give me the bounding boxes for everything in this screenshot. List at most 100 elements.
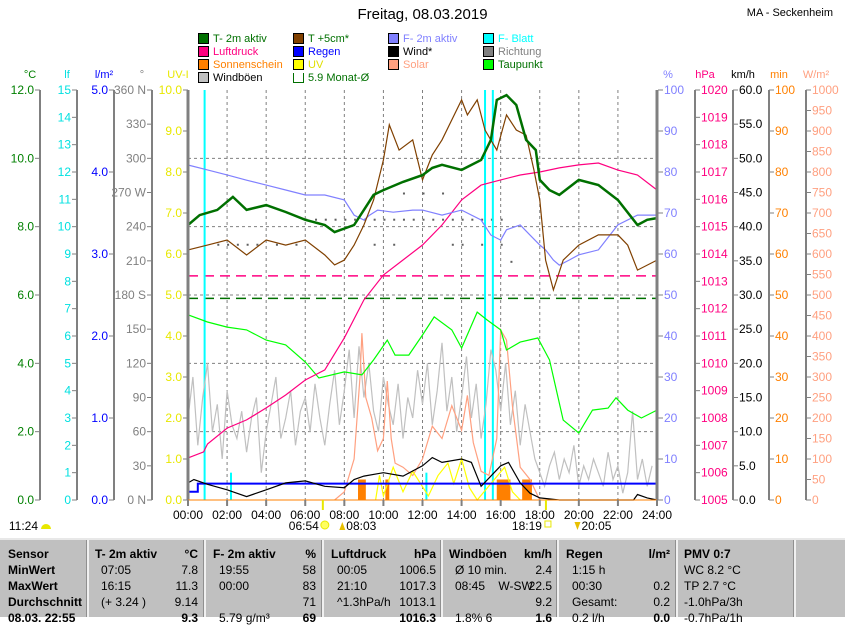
table-cell-press-info: 21:10 xyxy=(337,579,368,593)
legend-item-taupunkt[interactable]: Taupunkt xyxy=(483,58,543,71)
legend-label: T- 2m aktiv xyxy=(213,32,267,45)
axis-tick-label-solar: 200 xyxy=(812,411,832,425)
axis-tick-label-dir: 360 N xyxy=(114,83,146,97)
axis-tick-label-wind: 40.0 xyxy=(739,220,763,234)
axis-tick-label-uv: 0.0 xyxy=(165,493,182,507)
axis-tick-label-press: 1020 xyxy=(701,83,728,97)
table-cell-temp-info: 16:15 xyxy=(101,579,132,593)
axis-tick-label-sun: 80 xyxy=(775,165,789,179)
sunshine-bar xyxy=(385,479,390,500)
table-row-label: Durchschnitt xyxy=(8,595,83,609)
axis-tick-label-dir: 0 N xyxy=(127,493,146,507)
direction-dot xyxy=(412,218,415,221)
legend-label: UV xyxy=(308,58,324,71)
axis-tick-label-lf: 15 xyxy=(58,83,72,97)
x-axis-tick-label: 08:00 xyxy=(329,508,359,522)
table-cell-press-info: 00:05 xyxy=(337,563,368,577)
axis-tick-label-rain: 1.0 xyxy=(91,411,108,425)
table-cell-pmv: -1.0hPa/3h xyxy=(684,595,743,609)
axis-tick-label-lf: 6 xyxy=(64,329,71,343)
axis-tick-label-wind: 20.0 xyxy=(739,356,763,370)
table-cell-press-value: 1017.3 xyxy=(399,579,436,593)
axis-tick-label-solar: 1000 xyxy=(812,83,839,97)
axis-tick-label-press: 1013 xyxy=(701,274,728,288)
table-cell-pmv: WC 8.2 °C xyxy=(684,563,741,577)
axis-tick-label-press: 1015 xyxy=(701,220,728,234)
axis-tick-label-uv: 5.0 xyxy=(165,288,182,302)
axis-tick-label-wind: 50.0 xyxy=(739,151,763,165)
axis-tick-label-solar: 750 xyxy=(812,186,832,200)
legend-item-regen[interactable]: Regen xyxy=(293,45,340,58)
axis-tick-label-uv: 9.0 xyxy=(165,124,182,138)
axis-tick-label-lf: 11 xyxy=(59,192,72,206)
axis-tick-label-sun: 50 xyxy=(775,288,789,302)
legend-item-fblatt[interactable]: F- Blatt xyxy=(483,32,533,45)
axis-tick-label-dir: 30 xyxy=(133,459,147,473)
axis-tick-label-lf: 5 xyxy=(64,356,71,370)
axis-unit-hum: % xyxy=(663,69,673,81)
direction-dot xyxy=(373,218,376,221)
table-cell-temp-info: 07:05 xyxy=(101,563,132,577)
table-cell-press-value: 1013.1 xyxy=(399,595,436,609)
direction-dot xyxy=(334,218,337,221)
legend-label: Regen xyxy=(308,45,341,58)
table-cell-hum-info: 00:00 xyxy=(219,579,250,593)
axis-tick-label-uv: 10.0 xyxy=(159,83,183,97)
axis-tick-label-solar: 50 xyxy=(812,473,826,487)
legend-item-wind[interactable]: Wind* xyxy=(388,45,432,58)
table-cell-press-info: ^1.3hPa/h xyxy=(337,595,391,609)
axis-tick-label-press: 1011 xyxy=(701,329,727,343)
axis-tick-label-sun: 10 xyxy=(775,452,789,466)
sunset-time: 18:19 xyxy=(512,519,542,533)
sunrise-time: 06:54 xyxy=(289,519,319,533)
direction-dot xyxy=(461,218,464,221)
axis-tick-label-uv: 1.0 xyxy=(165,452,182,466)
axis-tick-label-temp: 10.0 xyxy=(11,151,35,165)
x-axis-tick-label: 14:00 xyxy=(447,508,477,522)
axis-tick-label-lf: 10 xyxy=(58,220,72,234)
axis-tick-label-solar: 150 xyxy=(812,432,832,446)
x-axis-tick-label: 20:00 xyxy=(564,508,594,522)
legend-label: Richtung xyxy=(498,45,542,58)
table-cell-rain-info: 0.2 l/h xyxy=(572,611,605,625)
legend-item-t5cm[interactable]: T +5cm* xyxy=(293,32,349,45)
series-line-wind xyxy=(187,456,658,501)
axis-tick-label-solar: 250 xyxy=(812,391,832,405)
legend-item-monat-mittel[interactable]: 5.9 Monat-Ø xyxy=(293,71,369,84)
x-axis-tick-label: 04:00 xyxy=(251,508,281,522)
direction-dot xyxy=(315,218,318,221)
direction-dot xyxy=(295,243,298,246)
legend-item-f2m[interactable]: F- 2m aktiv xyxy=(388,32,457,45)
direction-dot xyxy=(500,218,503,221)
table-cell-rain-value: 0.2 xyxy=(653,595,670,609)
direction-dot xyxy=(246,243,249,246)
axis-tick-label-solar: 800 xyxy=(812,165,832,179)
legend-item-solar[interactable]: Solar xyxy=(388,58,429,71)
axis-tick-label-wind: 5.0 xyxy=(739,459,756,473)
legend-item-t2m[interactable]: T- 2m aktiv xyxy=(198,32,267,45)
axis-tick-label-solar: 650 xyxy=(812,227,832,241)
axis-tick-label-hum: 60 xyxy=(664,247,678,261)
axis-tick-label-press: 1009 xyxy=(701,384,728,398)
table-cell-hum-info: 5.79 g/m³ xyxy=(219,611,270,625)
table-header-temp: T- 2m aktiv xyxy=(95,547,158,561)
axis-tick-label-dir: 90 xyxy=(133,391,147,405)
legend-item-richtung[interactable]: Richtung xyxy=(483,45,541,58)
table-cell-temp-value: 9.14 xyxy=(174,595,198,609)
direction-dot xyxy=(451,243,454,246)
legend-label: Windböen xyxy=(213,71,263,84)
legend-item-windboeen[interactable]: Windböen xyxy=(198,71,263,84)
axis-tick-label-hum: 80 xyxy=(664,165,678,179)
legend-item-sonnenschein[interactable]: Sonnenschein xyxy=(198,58,283,71)
axis-unit-dir: ° xyxy=(140,69,144,81)
legend-item-uv[interactable]: UV xyxy=(293,58,323,71)
direction-dot xyxy=(471,218,474,221)
direction-dot xyxy=(354,218,357,221)
direction-dot xyxy=(256,243,259,246)
table-cell-temp-info: (+ 3.24 ) xyxy=(101,595,147,609)
axis-tick-label-dir: 210 xyxy=(126,254,146,268)
axis-tick-label-solar: 550 xyxy=(812,268,832,282)
axis-tick-label-dir: 330 xyxy=(126,117,146,131)
legend-item-luftdruck[interactable]: Luftdruck xyxy=(198,45,258,58)
weather-chart: °C0.02.04.06.08.010.012.0lf0123456789101… xyxy=(9,69,839,533)
